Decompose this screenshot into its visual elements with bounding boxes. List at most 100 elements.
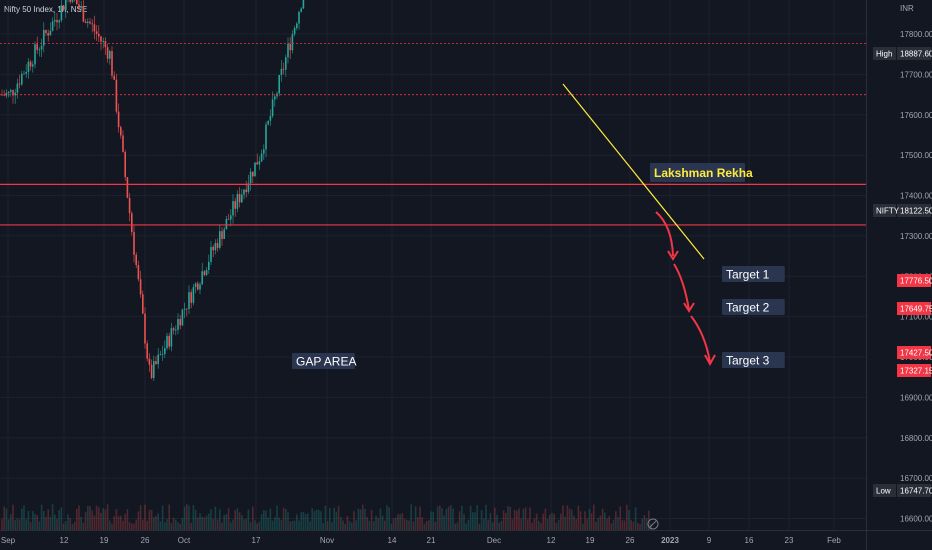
- candle: [93, 24, 96, 32]
- trendline-group: Lakshman Rekha: [562, 83, 753, 260]
- volume-bar: [502, 510, 505, 530]
- volume-bar: [379, 508, 382, 530]
- volume-bar: [291, 521, 294, 530]
- candle: [265, 124, 267, 150]
- volume-bar: [623, 520, 626, 530]
- volume-bar: [159, 521, 162, 530]
- volume-bar: [241, 515, 243, 530]
- candle: [128, 197, 131, 214]
- volume-bar: [254, 520, 256, 530]
- candle: [221, 231, 223, 240]
- horizontal-levels: [0, 43, 866, 226]
- price-tag-name-box: [873, 204, 896, 217]
- price-tag-value: 17427.50: [900, 349, 932, 358]
- price-tag-name-box: [873, 47, 896, 60]
- volume-bar: [126, 509, 129, 530]
- volume-bar: [95, 505, 98, 530]
- volume-bar: [296, 514, 298, 530]
- volume-bar: [406, 519, 408, 530]
- trendline: [562, 83, 705, 260]
- volume-bar: [441, 508, 443, 530]
- candle: [278, 74, 280, 94]
- volume-bar: [498, 522, 500, 530]
- volume-bar: [381, 515, 384, 530]
- candle: [161, 353, 164, 355]
- volume-bar: [564, 516, 566, 530]
- volume-bar: [373, 521, 375, 530]
- volume-bar: [16, 518, 19, 530]
- volume-bar: [43, 511, 45, 530]
- projection-arrow: [690, 315, 711, 363]
- volume-bar: [560, 513, 562, 530]
- volume-bar: [201, 516, 203, 530]
- volume-bar: [302, 511, 305, 530]
- candle: [120, 127, 122, 136]
- candle: [40, 45, 43, 50]
- volume-bar: [58, 510, 60, 530]
- volume-bar: [639, 523, 641, 530]
- volume-bar: [1, 519, 3, 530]
- volume-bar: [298, 520, 300, 530]
- volume-bar: [584, 511, 586, 530]
- volume-bar: [192, 505, 195, 530]
- volume-bar: [535, 513, 538, 530]
- time-axis[interactable]: Sep 12 19 26 Oct 17 Nov 14 21 Dec 12 19 26 2023 9 16 23 F…: [1, 536, 842, 545]
- volume-bar: [590, 513, 593, 530]
- volume-bar: [67, 514, 69, 530]
- candle: [23, 73, 25, 75]
- candlesticks: [1, 0, 305, 381]
- candle: [210, 246, 212, 262]
- volume-bar: [60, 507, 63, 530]
- volume-bar: [619, 506, 621, 530]
- candle: [133, 231, 135, 255]
- volume-bar: [293, 520, 296, 530]
- arrow-head: [704, 354, 716, 367]
- candle: [256, 162, 258, 165]
- candle: [142, 294, 144, 314]
- volume-bar: [456, 522, 459, 530]
- candle: [91, 23, 93, 25]
- candle: [104, 41, 107, 48]
- replay-icon[interactable]: [647, 518, 659, 530]
- x-tick-label: 26: [626, 536, 635, 545]
- candle: [186, 308, 188, 310]
- volume-bar: [384, 520, 386, 530]
- candle: [60, 5, 63, 21]
- volume-bar: [122, 520, 124, 530]
- volume-bar: [23, 505, 25, 530]
- candle: [249, 171, 252, 184]
- volume-bar: [214, 506, 217, 530]
- volume-bar: [221, 522, 223, 530]
- candle: [109, 50, 111, 59]
- candle: [172, 328, 175, 331]
- candle: [183, 308, 186, 310]
- volume-bar: [3, 506, 5, 530]
- volume-bar: [421, 517, 423, 530]
- candle: [214, 243, 217, 251]
- candle: [282, 68, 285, 70]
- volume-bar: [351, 522, 353, 530]
- candle: [69, 0, 71, 2]
- candle: [155, 361, 157, 365]
- volume-bar: [511, 519, 514, 530]
- volume-bar: [538, 520, 540, 530]
- volume-bar: [562, 505, 564, 530]
- volume-bar: [164, 522, 166, 530]
- candle: [216, 243, 219, 248]
- volume-bar: [252, 506, 254, 530]
- volume-bar: [604, 512, 606, 530]
- volume-bar: [615, 511, 617, 530]
- volume-bar: [485, 504, 487, 530]
- candle: [205, 269, 208, 275]
- volume-bar: [18, 519, 21, 530]
- volume-bar: [278, 517, 280, 530]
- candle: [113, 75, 115, 80]
- volume-bar: [166, 519, 168, 530]
- price-axis[interactable]: 16600.0016700.0016800.0016900.0017000.00…: [873, 0, 932, 524]
- volume-bar: [621, 520, 624, 530]
- annotations: Target 1 Target 2 Target 3 GAP AREA: [292, 266, 785, 369]
- volume-bar: [304, 513, 307, 530]
- volume-bar: [111, 523, 113, 530]
- x-tick-label: 19: [586, 536, 595, 545]
